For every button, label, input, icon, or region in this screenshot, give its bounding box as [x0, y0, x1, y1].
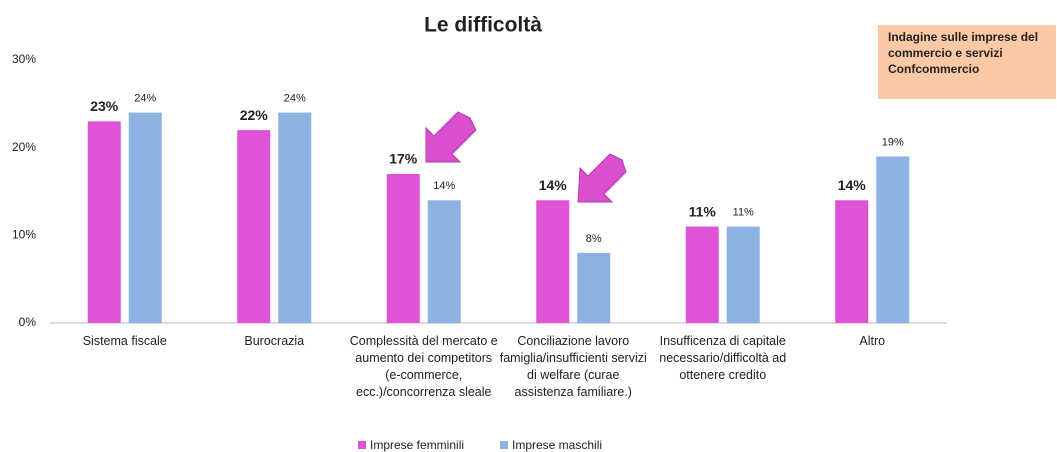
bar	[536, 200, 570, 323]
bar	[87, 121, 121, 323]
data-label: 17%	[389, 151, 418, 167]
bar	[685, 226, 719, 323]
legend-label: Imprese maschili	[512, 438, 602, 452]
data-label: 14%	[539, 177, 568, 193]
bar	[835, 200, 869, 323]
x-tick-label: Insufficenza di capitale necessario/diff…	[659, 334, 787, 382]
arrow	[425, 111, 477, 163]
x-tick-label: Altro	[859, 334, 886, 348]
y-tick-label: 30%	[12, 52, 36, 66]
x-tick-label: Sistema fiscale	[82, 334, 167, 348]
data-label: 19%	[882, 136, 904, 148]
data-label: 11%	[733, 206, 754, 218]
data-label: 24%	[284, 93, 306, 105]
data-label: 14%	[433, 180, 455, 192]
legend-swatch	[358, 441, 366, 449]
data-label: 11%	[689, 203, 717, 219]
data-label: 24%	[134, 93, 156, 105]
legend-swatch	[500, 441, 508, 449]
bar	[876, 156, 910, 323]
legend-label: Imprese femminili	[370, 438, 464, 452]
x-tick-label: Conciliazione lavoro famiglia/insufficie…	[499, 334, 647, 399]
arrow	[577, 153, 627, 203]
chart-title: Le difficoltà	[424, 14, 542, 37]
data-label: 22%	[240, 107, 269, 123]
bar	[237, 130, 271, 323]
bar	[386, 173, 420, 323]
y-tick-label: 10%	[12, 228, 36, 242]
annotation-box: Indagine sulle imprese del commercio e s…	[878, 25, 1056, 99]
bar	[128, 112, 162, 323]
data-label: 8%	[586, 233, 602, 245]
bar	[278, 112, 312, 323]
bar	[577, 252, 611, 323]
y-tick-label: 20%	[12, 140, 36, 154]
x-tick-label: Burocrazia	[244, 334, 305, 348]
bar	[726, 226, 760, 323]
bar	[427, 200, 461, 323]
x-tick-label: Complessità del mercato e aumento dei co…	[349, 334, 498, 399]
y-tick-label: 0%	[19, 315, 37, 329]
data-label: 14%	[838, 177, 867, 193]
data-label: 23%	[90, 98, 119, 114]
